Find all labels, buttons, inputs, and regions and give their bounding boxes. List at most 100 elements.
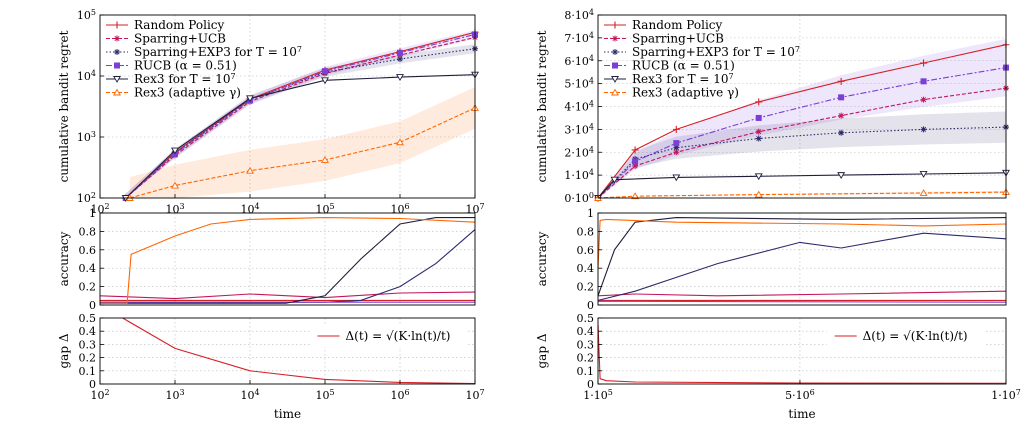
y-tick-label: 0 xyxy=(587,299,594,312)
plot-frame xyxy=(99,14,476,199)
series-t xyxy=(597,324,1007,384)
x-tick-label: 104 xyxy=(240,388,259,403)
panel-right-bottom: 00.10.20.30.40.5 1·105 5·106 1·107 gap Δ time… xyxy=(535,312,1021,421)
panel-right-middle: 0 0.2 0.4 0.6 0.8 1 accuracy xyxy=(535,207,1007,312)
x-tick-label: 105 xyxy=(315,388,334,403)
y-tick-label: 5·104 xyxy=(564,76,594,91)
point-random-policy xyxy=(631,146,639,154)
legend-marker xyxy=(113,88,121,96)
point-rucb-0-51 xyxy=(673,140,680,147)
point-random-policy xyxy=(755,98,763,106)
y-tick-label: 4·104 xyxy=(564,99,594,114)
legend-entry: RUCB (α = 0.51) xyxy=(632,59,735,73)
y-tick-label: 0.2 xyxy=(79,281,97,294)
y-tick-label: 7·104 xyxy=(564,30,594,45)
line-rex3-adaptive xyxy=(129,107,476,199)
point-sparring-ucb xyxy=(673,149,680,156)
series-sparring-ucb xyxy=(99,291,476,300)
series-rex3-adaptive xyxy=(100,217,476,304)
y-tick-label: 0.4 xyxy=(577,262,595,275)
legend-entry: Rex3 (adaptive γ) xyxy=(134,86,241,100)
y-tick-label: 0.1 xyxy=(577,365,595,378)
plot-frame xyxy=(597,317,1007,385)
legend-entry: Rex3 (adaptive γ) xyxy=(632,86,739,100)
point-rex3-for-t-10-7 xyxy=(246,95,254,103)
x-axis-label: time xyxy=(274,407,301,421)
series-rex3-for-t-10-7 xyxy=(100,217,475,304)
band-rucb-0-51 xyxy=(125,30,475,198)
y-tick-label: 0.8 xyxy=(577,225,595,238)
point-rucb-0-51 xyxy=(632,158,639,165)
legend-box xyxy=(826,325,985,347)
legend-marker xyxy=(611,21,619,29)
point-rex3-adaptive xyxy=(919,189,928,196)
legend-entry: Sparring+EXP3 for T = 107 xyxy=(632,45,800,60)
y-axis-label: cumulative bandit regret xyxy=(57,30,71,182)
y-axis-label: cumulative bandit regret xyxy=(535,30,549,182)
y-tick-label: 6·104 xyxy=(564,53,594,68)
y-tick-label: 8·104 xyxy=(564,8,594,23)
point-rex3-for-t-10-7 xyxy=(396,74,404,81)
legend-marker xyxy=(612,35,618,42)
line-sparring-exp3-for-t-10-7 xyxy=(597,232,1007,301)
legend-marker xyxy=(113,21,121,29)
point-rex3-adaptive xyxy=(396,138,404,146)
y-axis-label: accuracy xyxy=(57,231,71,286)
x-tick-label: 1·107 xyxy=(991,388,1021,403)
legend-marker xyxy=(611,76,619,83)
point-rucb-0-51 xyxy=(397,49,403,56)
point-sparring-exp3-for-t-10-7 xyxy=(755,135,762,142)
x-tick-label: 102 xyxy=(90,388,109,403)
line-rex3-for-t-10-7 xyxy=(597,217,1007,296)
y-tick-label: 0.4 xyxy=(79,262,97,275)
line-rex3-for-t-10-7 xyxy=(100,217,475,304)
point-sparring-exp3-for-t-10-7 xyxy=(673,144,680,151)
point-sparring-exp3-for-t-10-7 xyxy=(397,55,403,62)
y-tick-label: 0 xyxy=(89,378,96,391)
legend-marker xyxy=(114,35,120,42)
y-tick-label: 3·104 xyxy=(564,122,594,137)
legend-marker xyxy=(612,62,618,69)
point-sparring-ucb xyxy=(920,96,927,103)
x-tick-label: 1·105 xyxy=(583,388,613,403)
y-tick-label: 0·100 xyxy=(564,191,594,206)
point-rucb-0-51 xyxy=(838,94,845,101)
y-tick-label: 1 xyxy=(587,207,594,220)
y-tick-label: 105 xyxy=(77,8,96,23)
series-rucb-0-51 xyxy=(597,300,1007,303)
line-sparring-ucb xyxy=(597,290,1007,297)
y-tick-label: 1 xyxy=(89,207,96,220)
x-axis-label: time xyxy=(788,407,815,421)
line-rex3-adaptive xyxy=(597,191,1007,199)
y-tick-label: 0.5 xyxy=(79,312,97,325)
line-rex3-adaptive xyxy=(100,217,476,304)
point-sparring-ucb xyxy=(755,128,762,135)
series-sparring-ucb xyxy=(597,290,1007,297)
panel-left-bottom: 00.10.20.30.40.5 102 103 104 105 106 107 gap Δ t… xyxy=(57,312,485,421)
series-rex3-adaptive xyxy=(597,218,1007,269)
y-tick-label: 103 xyxy=(77,130,96,145)
series-rex3-for-t-10-7 xyxy=(597,217,1007,296)
line-sparring-ucb xyxy=(99,291,476,300)
legend-marker xyxy=(612,49,618,55)
y-axis-label: gap Δ xyxy=(535,333,549,368)
y-tick-label: 0.2 xyxy=(79,352,97,365)
line-t xyxy=(122,317,476,385)
point-rex3-for-t-10-7 xyxy=(919,171,928,178)
legend-marker xyxy=(114,49,120,55)
y-tick-label: 0.5 xyxy=(577,312,595,325)
band-rex3-adaptive xyxy=(129,87,476,198)
line-rex3-for-t-10-7 xyxy=(125,74,476,199)
y-tick-label: 0.4 xyxy=(577,325,595,338)
legend-entry: Rex3 for T = 107 xyxy=(134,72,236,87)
x-tick-label: 107 xyxy=(465,388,484,403)
legend-marker xyxy=(114,62,120,69)
point-rex3-for-t-10-7 xyxy=(837,172,846,180)
line-rucb-0-51 xyxy=(125,33,476,199)
point-random-policy xyxy=(837,77,845,85)
y-tick-label: 0.3 xyxy=(79,338,97,351)
